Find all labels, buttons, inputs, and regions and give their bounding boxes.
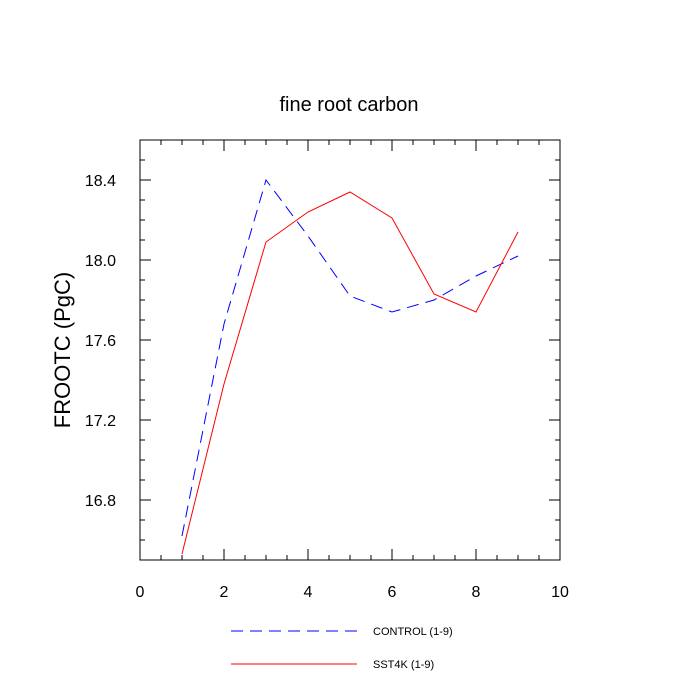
axis-ticks: [139, 139, 561, 561]
x-tick-label: 4: [304, 584, 313, 601]
y-tick-label: 18.0: [85, 253, 116, 270]
x-tick-label: 2: [220, 584, 229, 601]
x-tick-label: 8: [472, 584, 481, 601]
tick-labels: 0 2 4 6 8 10 16.8 17.2 17.6 18.0 18.4: [85, 173, 569, 601]
legend-label: CONTROL (1-9): [373, 626, 453, 638]
plot-frame: [139, 139, 561, 561]
legend-label: SST4K (1-9): [373, 659, 434, 671]
x-tick-label: 0: [136, 584, 145, 601]
y-tick-label: 17.2: [85, 413, 116, 430]
series-line-sst4k: [181, 191, 519, 555]
series-layer: [181, 178, 519, 555]
y-tick-label: 16.8: [85, 493, 116, 510]
x-tick-label: 10: [551, 584, 569, 601]
legend: CONTROL (1-9) SST4K (1-9): [231, 626, 453, 671]
x-tick-label: 6: [388, 584, 397, 601]
y-tick-label: 17.6: [85, 333, 116, 350]
chart-title: fine root carbon: [280, 94, 419, 116]
series-line-control: [181, 178, 519, 537]
y-axis-label: FROOTC (PgC): [50, 272, 75, 428]
y-tick-label: 18.4: [85, 173, 116, 190]
